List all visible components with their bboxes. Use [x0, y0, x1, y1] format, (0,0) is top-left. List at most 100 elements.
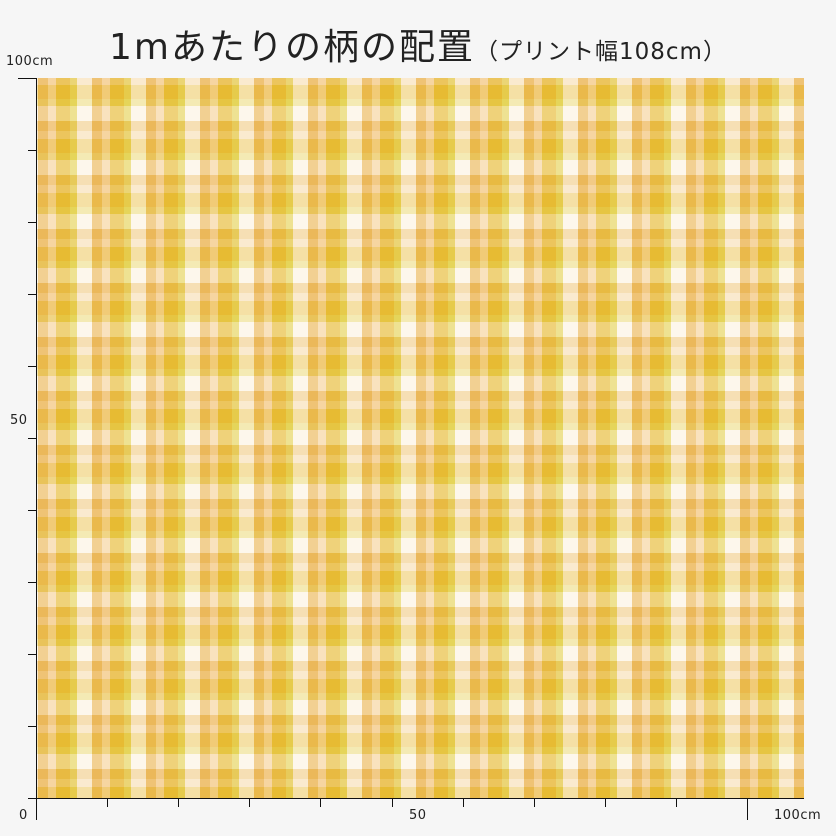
plaid-vertical-stripe	[380, 78, 394, 798]
x-axis-tick	[534, 798, 535, 807]
plaid-vertical-stripe	[750, 78, 758, 798]
plaid-vertical-stripe	[353, 78, 362, 798]
plaid-vertical-stripe	[542, 78, 556, 798]
y-axis-tick	[28, 150, 36, 151]
title-main: 1mあたりの柄の配置	[109, 27, 476, 68]
plaid-vertical-stripe	[718, 78, 725, 798]
plaid-vertical-stripe	[632, 78, 642, 798]
plaid-vertical-stripe	[137, 78, 146, 798]
plaid-vertical-stripe	[686, 78, 696, 798]
plaid-vertical-stripe	[515, 78, 524, 798]
plaid-vertical-stripe	[461, 78, 470, 798]
plaid-vertical-stripe	[480, 78, 488, 798]
plaid-vertical-stripe	[488, 78, 502, 798]
plaid-vertical-stripe	[77, 78, 83, 798]
plaid-vertical-stripe	[83, 78, 92, 798]
plaid-vertical-stripe	[642, 78, 650, 798]
plaid-vertical-stripe	[740, 78, 750, 798]
plaid-vertical-stripe	[704, 78, 718, 798]
plaid-vertical-stripe	[696, 78, 704, 798]
plaid-vertical-stripe	[264, 78, 272, 798]
plaid-pattern-swatch	[37, 78, 804, 798]
x-axis-label-end: 100cm	[774, 808, 822, 823]
plaid-vertical-stripe	[110, 78, 124, 798]
plaid-vertical-stripe	[731, 78, 740, 798]
x-axis-tick	[747, 798, 748, 820]
y-axis-tick	[28, 582, 36, 583]
plaid-vertical-stripe	[394, 78, 401, 798]
plaid-vertical-stripe	[185, 78, 191, 798]
page-title: 1mあたりの柄の配置（プリント幅108cm）	[0, 18, 836, 70]
plaid-vertical-stripe	[70, 78, 77, 798]
x-axis-tick	[36, 798, 37, 820]
plaid-vertical-stripe	[308, 78, 318, 798]
plaid-vertical-stripe	[146, 78, 156, 798]
plaid-vertical-stripe	[218, 78, 232, 798]
plaid-vertical-stripe	[299, 78, 308, 798]
plaid-vertical-stripe	[772, 78, 779, 798]
x-axis-tick	[320, 798, 321, 807]
plaid-vertical-stripe	[200, 78, 210, 798]
plaid-vertical-stripe	[534, 78, 542, 798]
y-axis-tick	[18, 78, 37, 79]
plaid-vertical-stripe	[37, 78, 38, 798]
plaid-vertical-stripe	[340, 78, 347, 798]
plaid-vertical-stripe	[470, 78, 480, 798]
title-subtitle: （プリント幅108cm）	[475, 39, 727, 65]
y-axis-tick	[28, 510, 36, 511]
plaid-vertical-stripe	[232, 78, 239, 798]
y-axis-tick	[28, 366, 36, 367]
plaid-vertical-stripe	[48, 78, 56, 798]
plaid-pattern-graphic	[37, 78, 804, 798]
plaid-vertical-stripe	[56, 78, 70, 798]
plaid-vertical-stripe	[326, 78, 340, 798]
plaid-vertical-stripe	[779, 78, 785, 798]
plaid-vertical-stripe	[102, 78, 110, 798]
plaid-vertical-stripe	[293, 78, 299, 798]
plaid-vertical-stripe	[156, 78, 164, 798]
y-axis-tick	[28, 294, 36, 295]
y-axis-line	[36, 78, 37, 798]
plaid-vertical-stripe	[239, 78, 245, 798]
plaid-vertical-stripe	[448, 78, 455, 798]
plaid-vertical-stripe	[596, 78, 610, 798]
plaid-vertical-stripe	[272, 78, 286, 798]
plaid-vertical-stripe	[588, 78, 596, 798]
plaid-vertical-stripe	[785, 78, 794, 798]
x-axis-tick	[107, 798, 108, 807]
plaid-vertical-stripe	[794, 78, 804, 798]
x-axis-tick	[392, 798, 393, 807]
plaid-vertical-stripe	[502, 78, 509, 798]
plaid-vertical-stripe	[245, 78, 254, 798]
plaid-vertical-stripe	[758, 78, 772, 798]
plaid-vertical-stripe	[556, 78, 563, 798]
plaid-vertical-stripe	[164, 78, 178, 798]
plaid-vertical-stripe	[191, 78, 200, 798]
y-axis-tick	[28, 726, 36, 727]
plaid-vertical-stripe	[524, 78, 534, 798]
x-axis-tick	[178, 798, 179, 807]
plaid-vertical-stripe	[401, 78, 407, 798]
y-axis-tick	[28, 798, 36, 799]
x-axis-tick	[676, 798, 677, 807]
plaid-vertical-stripe	[362, 78, 372, 798]
x-axis-tick	[463, 798, 464, 807]
y-axis-label-top: 100cm	[6, 54, 54, 69]
plaid-vertical-stripe	[426, 78, 434, 798]
axis-label-origin: 0	[19, 808, 28, 823]
plaid-vertical-stripe	[210, 78, 218, 798]
x-axis-tick	[605, 798, 606, 807]
plaid-vertical-stripe	[623, 78, 632, 798]
plaid-vertical-stripe	[347, 78, 353, 798]
plaid-vertical-stripe	[617, 78, 623, 798]
x-axis-tick	[249, 798, 250, 807]
plaid-vertical-stripe	[124, 78, 131, 798]
plaid-vertical-stripe	[286, 78, 293, 798]
plaid-vertical-stripe	[725, 78, 731, 798]
plaid-vertical-stripe	[455, 78, 461, 798]
plaid-vertical-stripe	[372, 78, 380, 798]
plaid-vertical-stripe	[318, 78, 326, 798]
plaid-vertical-stripe	[578, 78, 588, 798]
plaid-vertical-stripe	[677, 78, 686, 798]
x-axis-line	[36, 798, 804, 799]
